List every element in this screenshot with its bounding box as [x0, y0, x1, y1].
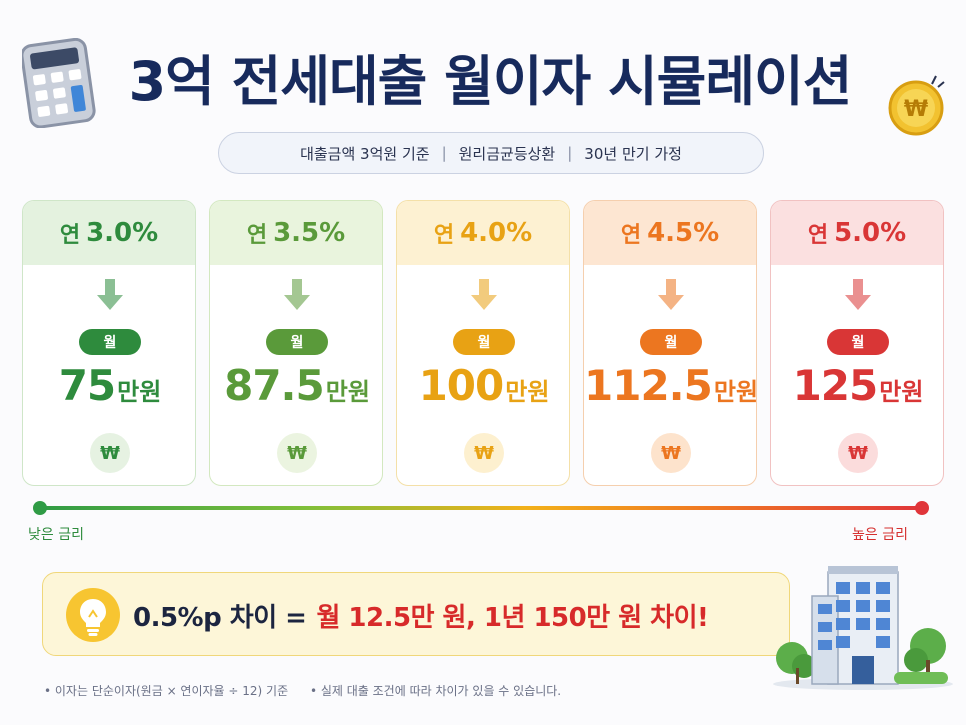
monthly-badge: 월	[79, 329, 141, 355]
arrow-down-icon	[471, 279, 497, 310]
arrow-down-icon	[284, 279, 310, 310]
scale-high-label: 높은 금리	[852, 527, 908, 543]
monthly-badge: 월	[266, 329, 328, 355]
rate-header: 연 4.5%	[584, 201, 756, 265]
amount-unit: 만원	[879, 378, 924, 406]
rate-card-5-0: 연 5.0% 월 125만원 ₩	[770, 200, 944, 486]
callout-lead: 0.5%p 차이 =	[133, 602, 307, 633]
rate-value: 4.0%	[460, 218, 533, 248]
footnotes: • 이자는 단순이자(원금 × 연이자율 ÷ 12) 기준 • 실제 대출 조건…	[44, 682, 579, 699]
won-icon: ₩	[838, 433, 878, 473]
scale-end-dot	[915, 501, 929, 515]
scale-start-dot	[33, 501, 47, 515]
amount-value: 87.5	[224, 361, 325, 410]
separator: |	[567, 144, 573, 162]
monthly-amount: 100만원	[397, 361, 569, 410]
monthly-amount: 75만원	[23, 361, 195, 410]
footnote-interest-basis: • 이자는 단순이자(원금 × 연이자율 ÷ 12) 기준	[44, 684, 289, 698]
rate-prefix: 연	[620, 223, 642, 248]
svg-text:₩: ₩	[904, 97, 928, 122]
amount-value: 112.5	[584, 361, 713, 410]
office-building-icon	[773, 566, 953, 690]
separator: |	[441, 144, 447, 162]
monthly-amount: 87.5만원	[210, 361, 382, 410]
page-title: 3억 전세대출 월이자 시뮬레이션	[128, 50, 853, 113]
amount-unit: 만원	[505, 378, 550, 406]
scale-low-label: 낮은 금리	[28, 527, 84, 543]
won-coin-icon: ₩	[888, 75, 945, 136]
rate-prefix: 연	[807, 223, 829, 248]
rate-header: 연 4.0%	[397, 201, 569, 265]
rate-header: 연 5.0%	[771, 201, 943, 265]
rate-cards: 연 3.0% 월 75만원 ₩ 연 3.5% 월 87.5만원 ₩ 연 4.0% 월 …	[22, 200, 944, 486]
arrow-down-icon	[658, 279, 684, 310]
rate-value: 3.0%	[86, 218, 159, 248]
amount-unit: 만원	[713, 378, 757, 406]
monthly-amount: 125만원	[771, 361, 943, 410]
amount-value: 75	[58, 361, 116, 410]
rate-card-4-5: 연 4.5% 월 112.5만원 ₩	[583, 200, 757, 486]
assumptions-bar: 대출금액 3억원 기준 | 원리금균등상환 | 30년 만기 가정	[218, 132, 764, 174]
assumption-term: 30년 만기 가정	[584, 144, 682, 163]
rate-value: 4.5%	[647, 218, 720, 248]
rate-header: 연 3.0%	[23, 201, 195, 265]
rate-card-3-5: 연 3.5% 월 87.5만원 ₩	[209, 200, 383, 486]
footnote-disclaimer: • 실제 대출 조건에 따라 차이가 있을 수 있습니다.	[309, 684, 562, 698]
amount-value: 100	[418, 361, 505, 410]
arrow-down-icon	[97, 279, 123, 310]
rate-scale-bar	[40, 506, 922, 510]
monthly-badge: 월	[827, 329, 889, 355]
rate-card-3-0: 연 3.0% 월 75만원 ₩	[22, 200, 196, 486]
lightbulb-icon	[66, 588, 120, 642]
callout-highlight: 월 12.5만 원, 1년 150만 원 차이!	[316, 602, 709, 633]
assumption-repayment: 원리금균등상환	[458, 144, 556, 163]
rate-prefix: 연	[433, 223, 455, 248]
arrow-down-icon	[845, 279, 871, 310]
rate-card-4-0: 연 4.0% 월 100만원 ₩	[396, 200, 570, 486]
amount-unit: 만원	[325, 378, 370, 406]
rate-prefix: 연	[246, 223, 268, 248]
calculator-icon	[22, 38, 96, 128]
monthly-badge: 월	[640, 329, 702, 355]
amount-value: 125	[792, 361, 879, 410]
won-icon: ₩	[651, 433, 691, 473]
callout-text: 0.5%p 차이 = 월 12.5만 원, 1년 150만 원 차이!	[133, 573, 709, 657]
assumption-loan-amount: 대출금액 3억원 기준	[300, 144, 430, 163]
won-icon: ₩	[464, 433, 504, 473]
monthly-amount: 112.5만원	[584, 361, 757, 410]
summary-callout: 0.5%p 차이 = 월 12.5만 원, 1년 150만 원 차이!	[42, 572, 790, 656]
monthly-badge: 월	[453, 329, 515, 355]
won-icon: ₩	[277, 433, 317, 473]
rate-value: 3.5%	[273, 218, 346, 248]
rate-header: 연 3.5%	[210, 201, 382, 265]
amount-unit: 만원	[117, 378, 162, 406]
rate-value: 5.0%	[834, 218, 907, 248]
rate-prefix: 연	[59, 223, 81, 248]
won-icon: ₩	[90, 433, 130, 473]
